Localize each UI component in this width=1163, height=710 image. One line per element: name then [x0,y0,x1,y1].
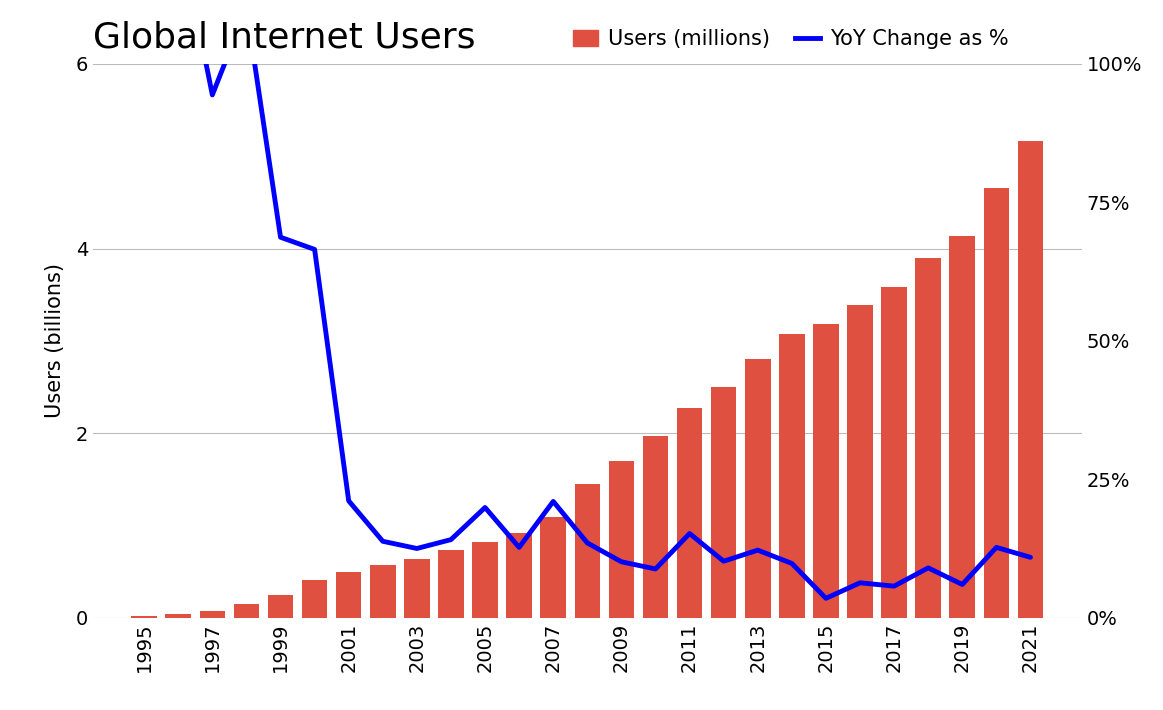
Bar [949,236,975,618]
Bar [404,559,429,618]
YoY Change as % [683,529,697,537]
YoY Change as % [649,564,663,573]
Bar [711,387,736,618]
Bar [472,542,498,618]
Text: Global Internet Users: Global Internet Users [93,20,476,54]
YoY Change as % [819,594,833,603]
Bar [779,334,805,618]
Y-axis label: Users (billions): Users (billions) [44,263,65,418]
YoY Change as % [751,546,765,555]
Y-axis label: YoY Growth Rate: YoY Growth Rate [1158,255,1163,427]
Bar [813,324,839,618]
YoY Change as % [478,503,492,512]
Bar [302,579,328,618]
YoY Change as % [921,564,935,572]
Bar [745,359,771,618]
Bar [131,616,157,618]
Bar [608,461,634,618]
YoY Change as % [614,557,628,566]
Bar [506,532,531,618]
Bar [234,604,259,618]
Legend: Users (millions), YoY Change as %: Users (millions), YoY Change as % [564,21,1018,58]
YoY Change as % [206,91,220,99]
YoY Change as % [580,539,594,547]
Bar [370,565,395,618]
Bar [882,288,907,618]
Bar [984,187,1009,618]
Bar [336,572,362,618]
Bar [438,550,464,618]
YoY Change as % [240,4,254,13]
YoY Change as % [512,543,526,552]
YoY Change as % [409,544,423,552]
Bar [575,484,600,618]
YoY Change as % [1023,553,1037,562]
YoY Change as % [444,535,458,544]
Bar [1018,141,1043,618]
Bar [643,436,669,618]
Bar [200,611,226,618]
YoY Change as % [716,557,730,565]
YoY Change as % [852,579,866,587]
Bar [541,517,566,618]
YoY Change as % [547,497,561,506]
Bar [847,305,872,618]
Bar [267,595,293,618]
YoY Change as % [342,496,356,505]
Bar [165,614,191,618]
Bar [915,258,941,618]
YoY Change as % [785,559,799,568]
YoY Change as % [308,245,322,253]
Bar [677,408,702,618]
YoY Change as % [273,233,287,241]
Line: YoY Change as %: YoY Change as % [178,0,1030,599]
YoY Change as % [376,537,390,545]
YoY Change as % [955,580,969,589]
YoY Change as % [990,543,1004,552]
YoY Change as % [887,582,901,591]
